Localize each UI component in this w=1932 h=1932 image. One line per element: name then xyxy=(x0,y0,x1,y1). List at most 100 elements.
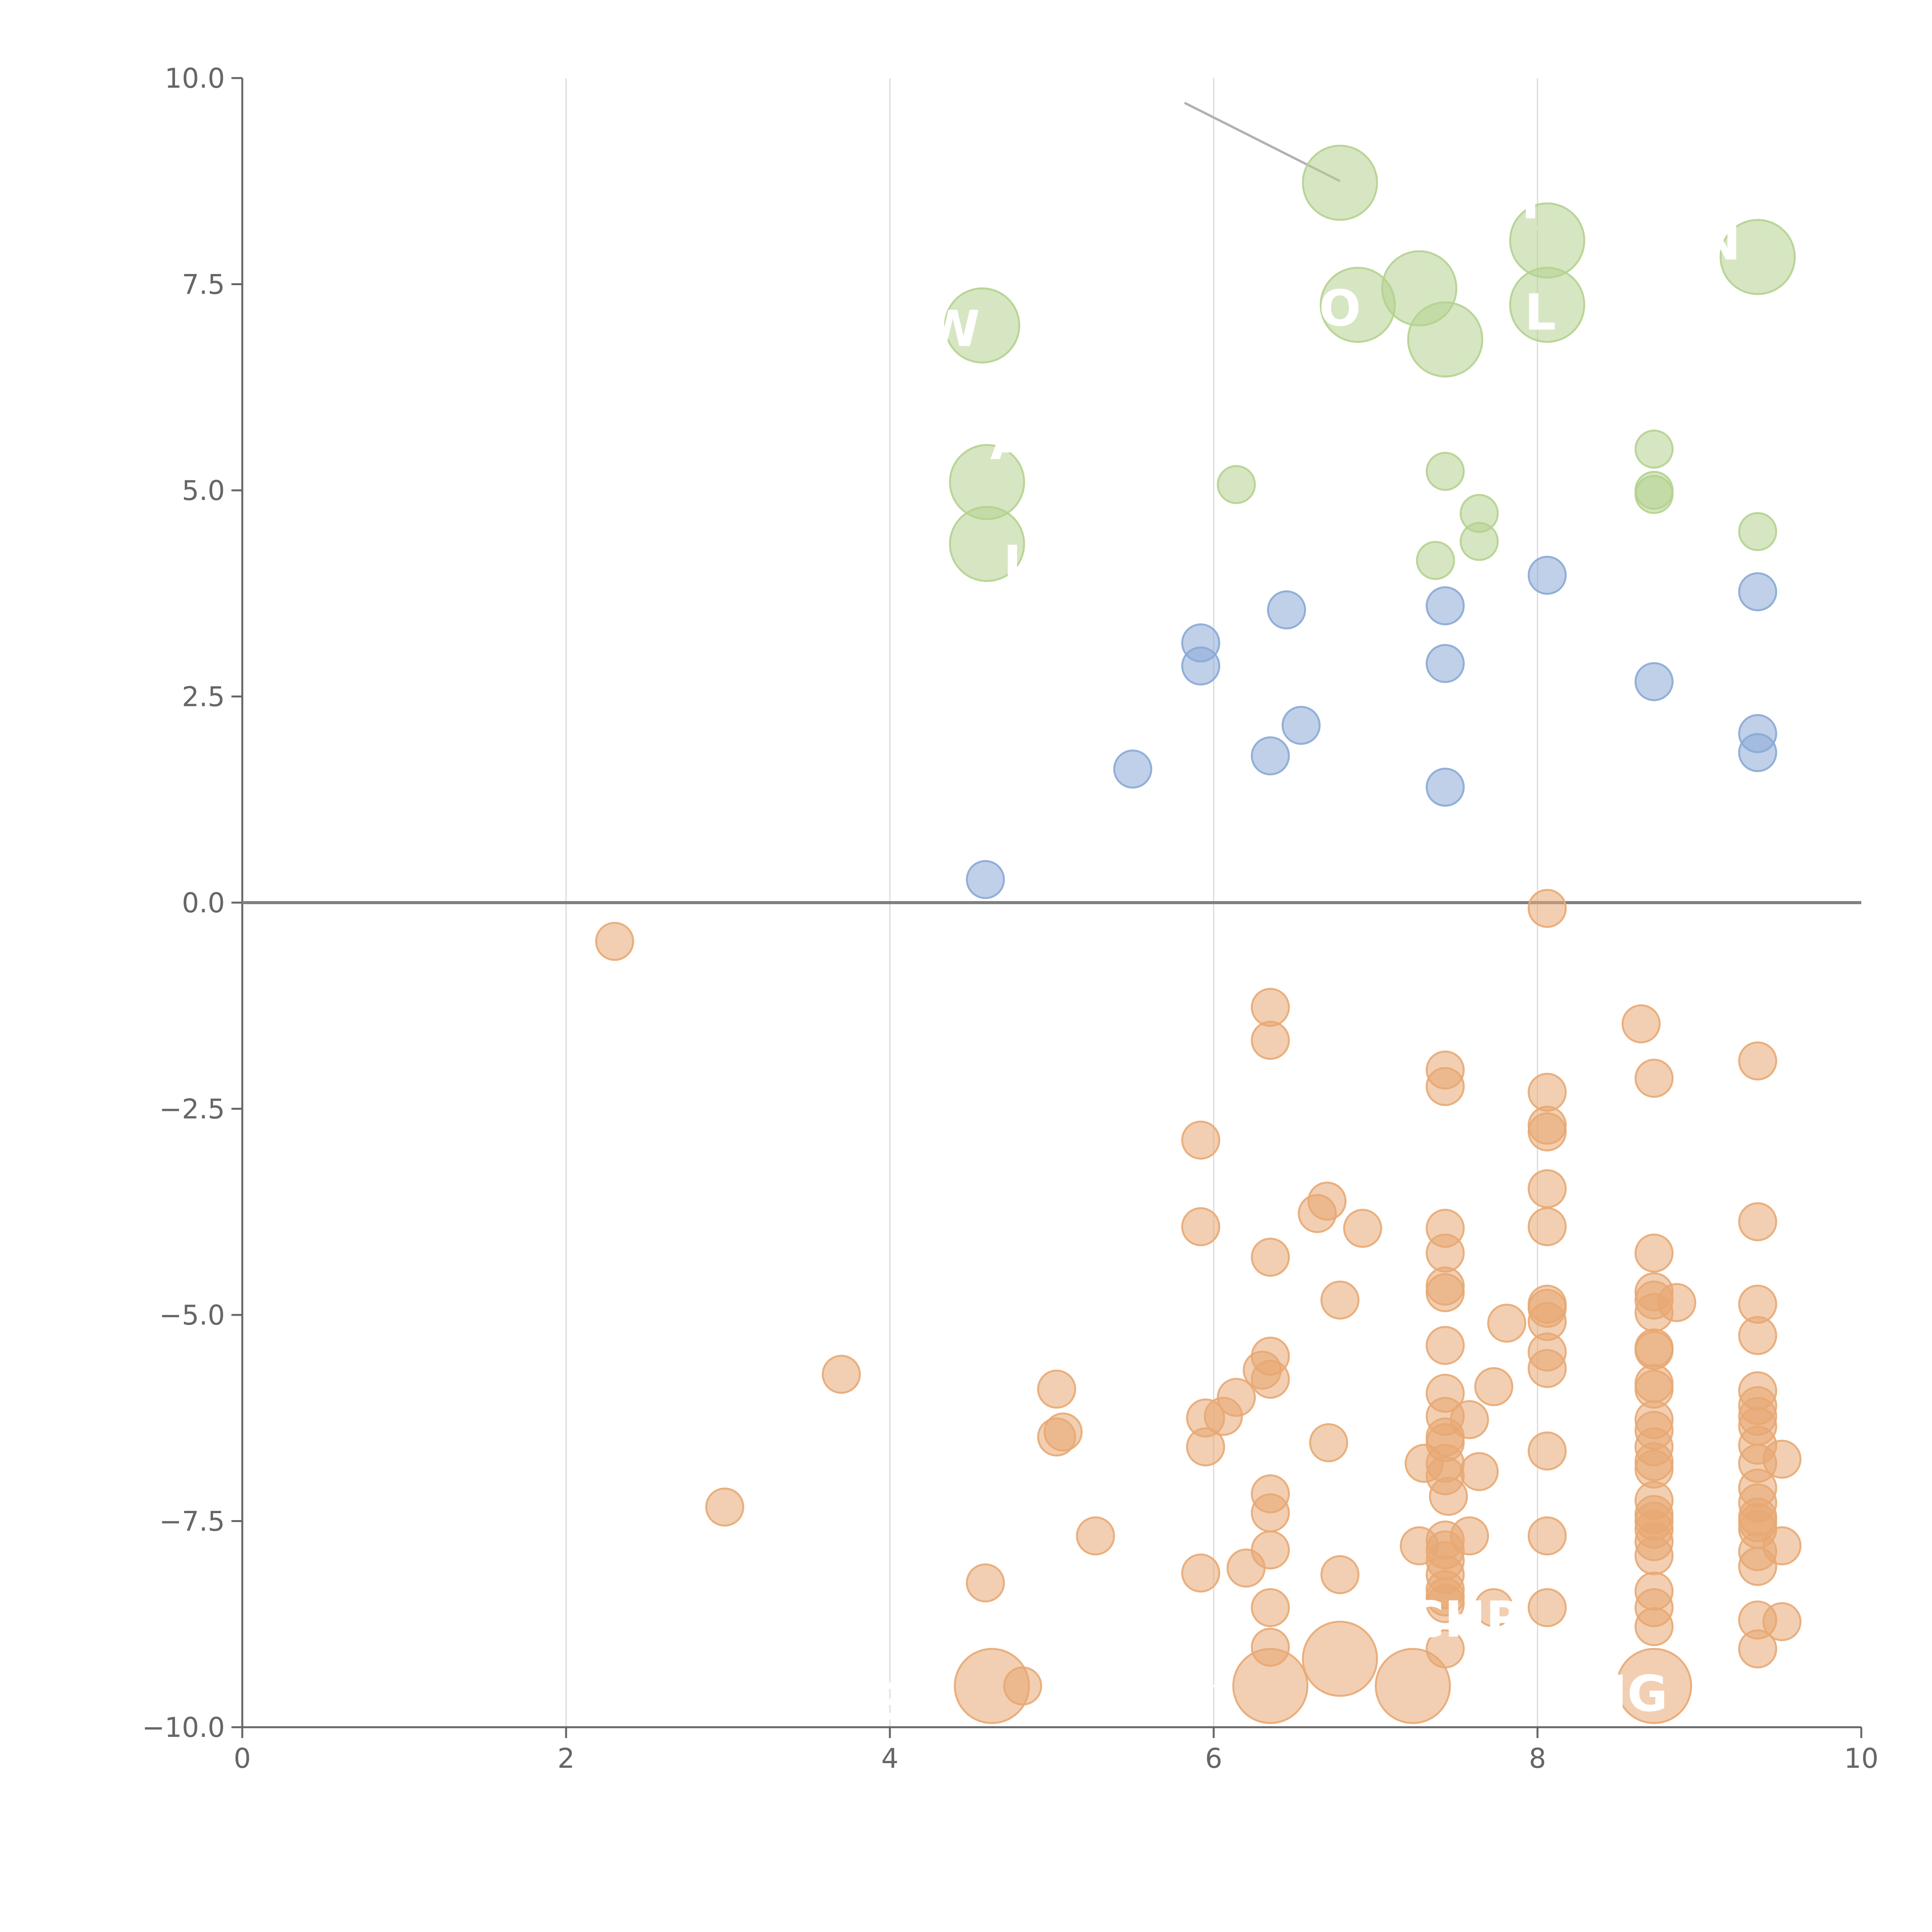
point-orange-127 xyxy=(1232,1648,1309,1724)
point-label-9: N xyxy=(1699,214,1741,271)
point-blue-5 xyxy=(1181,646,1220,686)
point-orange-36 xyxy=(1738,1316,1777,1355)
point-orange-18 xyxy=(1527,1207,1567,1247)
y-tick-label-7: −7.5 xyxy=(159,1506,225,1537)
point-green-10 xyxy=(1634,429,1674,469)
point-green-16 xyxy=(1738,512,1777,551)
point-orange-63 xyxy=(1037,1417,1077,1457)
point-label-14: MG xyxy=(1578,1665,1668,1723)
point-orange-126 xyxy=(954,1648,1030,1724)
y-tick-label-8: −10.0 xyxy=(142,1712,225,1743)
point-orange-115 xyxy=(1251,1588,1290,1628)
point-green-7 xyxy=(1407,301,1483,378)
y-tick-label-2: 5.0 xyxy=(182,475,225,507)
point-orange-15 xyxy=(1298,1194,1337,1233)
point-green-11 xyxy=(1217,465,1256,504)
axes: 0 2 4 6 8 10 10.0 7.5 5.0 2.5 0.0 −2.5 −5.0 −7.5 −10.0 xyxy=(142,63,1878,1774)
point-orange-120 xyxy=(1634,1607,1674,1646)
point-orange-7 xyxy=(1634,1059,1674,1098)
point-orange-93 xyxy=(1527,1516,1567,1556)
point-orange-21 xyxy=(1425,1233,1465,1273)
point-orange-117 xyxy=(1474,1588,1514,1628)
point-label-7: I xyxy=(1521,173,1540,230)
x-tick-label-4: 8 xyxy=(1529,1743,1546,1774)
point-orange-107 xyxy=(1320,1555,1360,1594)
point-green-2 xyxy=(1719,219,1796,295)
point-orange-69 xyxy=(1186,1427,1225,1466)
point-orange-128 xyxy=(1374,1648,1451,1724)
point-orange-38 xyxy=(1425,1326,1465,1365)
point-orange-12 xyxy=(1181,1121,1220,1160)
data-points xyxy=(595,145,1802,1724)
point-orange-84 xyxy=(705,1487,745,1527)
point-orange-8 xyxy=(1425,1067,1465,1106)
point-green-18 xyxy=(1416,541,1455,580)
point-label-8: L xyxy=(1524,284,1556,342)
point-label-12: GX xyxy=(866,1673,944,1731)
point-orange-9 xyxy=(1527,1073,1567,1112)
point-green-14 xyxy=(1634,475,1674,514)
point-orange-119 xyxy=(1762,1602,1802,1641)
point-orange-70 xyxy=(1527,1431,1567,1471)
point-label-11: M xyxy=(1141,1591,1190,1648)
point-orange-86 xyxy=(1251,1493,1290,1532)
point-green-17 xyxy=(1459,522,1499,561)
point-blue-2 xyxy=(1267,590,1306,629)
point-orange-77 xyxy=(1459,1452,1499,1491)
point-orange-28 xyxy=(1320,1281,1360,1320)
point-green-4 xyxy=(1320,267,1396,343)
point-orange-123 xyxy=(1738,1629,1777,1668)
point-blue-6 xyxy=(1425,644,1465,683)
point-orange-0 xyxy=(1527,889,1567,928)
point-green-5 xyxy=(1509,267,1585,343)
point-label-10: CHR xyxy=(1408,1591,1524,1648)
point-label-1: A xyxy=(990,413,1029,471)
point-orange-105 xyxy=(1226,1548,1266,1588)
point-green-12 xyxy=(1425,452,1465,491)
point-orange-22 xyxy=(1634,1233,1674,1273)
point-orange-19 xyxy=(1343,1209,1382,1248)
point-orange-48 xyxy=(1474,1367,1514,1406)
point-orange-113 xyxy=(1425,1584,1465,1623)
y-tick-label-5: −2.5 xyxy=(159,1094,225,1125)
point-orange-66 xyxy=(1309,1423,1348,1463)
point-blue-13 xyxy=(1425,767,1465,807)
point-blue-3 xyxy=(1425,586,1465,626)
point-orange-116 xyxy=(1527,1588,1567,1628)
y-tick-label-0: 10.0 xyxy=(165,63,225,94)
point-orange-23 xyxy=(1251,1238,1290,1277)
point-blue-9 xyxy=(1281,706,1321,745)
point-orange-3 xyxy=(1621,1004,1661,1044)
y-tick-label-6: −5.0 xyxy=(159,1299,225,1331)
point-orange-25 xyxy=(1425,1273,1465,1312)
series-orange xyxy=(595,889,1802,1724)
x-tick-label-3: 6 xyxy=(1205,1743,1223,1774)
point-orange-81 xyxy=(1429,1476,1468,1516)
point-green-0 xyxy=(1302,145,1378,221)
y-tick-label-4: 0.0 xyxy=(182,887,225,919)
point-label-2: I xyxy=(1003,536,1022,593)
point-orange-104 xyxy=(1738,1547,1777,1586)
point-orange-106 xyxy=(1181,1553,1220,1593)
point-label-0: SW xyxy=(890,301,980,358)
point-blue-11 xyxy=(1251,736,1290,776)
point-orange-45 xyxy=(1251,1359,1290,1399)
point-orange-1 xyxy=(595,922,634,961)
y-tick-label-1: 7.5 xyxy=(182,269,225,301)
point-orange-11 xyxy=(1527,1112,1567,1151)
point-orange-17 xyxy=(1181,1207,1220,1247)
point-blue-12 xyxy=(1113,749,1152,789)
point-blue-7 xyxy=(1634,662,1674,701)
point-orange-102 xyxy=(1634,1536,1674,1575)
point-orange-4 xyxy=(1251,1020,1290,1060)
series-blue xyxy=(966,556,1777,899)
point-orange-125 xyxy=(1302,1621,1378,1697)
point-orange-49 xyxy=(1037,1369,1077,1409)
x-tick-label-5: 10 xyxy=(1844,1743,1878,1774)
y-tick-label-3: 2.5 xyxy=(182,681,225,713)
point-orange-129 xyxy=(1616,1648,1692,1724)
point-orange-42 xyxy=(821,1355,861,1394)
